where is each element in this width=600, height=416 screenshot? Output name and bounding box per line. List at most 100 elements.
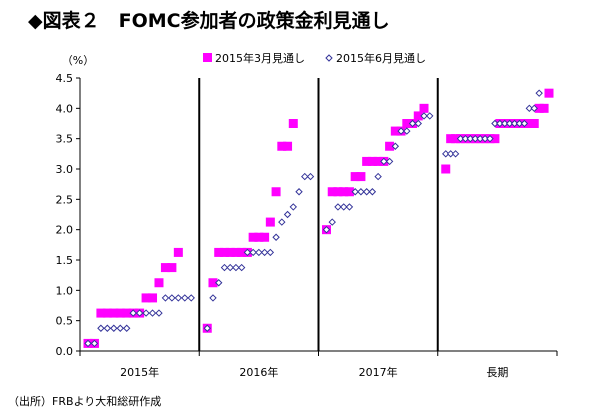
- june-forecast-diamond: [142, 309, 150, 317]
- march-forecast-square: [451, 134, 461, 144]
- june-forecast-diamond: [446, 150, 455, 158]
- march-forecast-square: [109, 308, 119, 318]
- june-forecast-diamond: [306, 172, 315, 181]
- legend-march-label: 2015年3月見通し: [215, 51, 305, 65]
- march-forecast-square: [160, 263, 170, 273]
- march-forecast-square: [362, 156, 372, 166]
- june-forecast-diamond: [255, 248, 263, 257]
- june-forecast-diamond: [380, 157, 388, 166]
- june-forecast-diamond: [442, 150, 450, 158]
- june-forecast-diamond: [237, 263, 246, 272]
- june-forecast-diamond: [135, 309, 144, 317]
- march-forecast-square: [385, 141, 395, 151]
- june-forecast-diamond: [420, 112, 428, 120]
- june-forecast-diamond: [520, 119, 529, 128]
- june-forecast-diamond: [525, 104, 534, 113]
- march-forecast-square: [544, 88, 554, 98]
- x-tick-label: 2017年: [359, 365, 398, 379]
- y-tick-label: 1.0: [56, 284, 74, 297]
- june-forecast-diamond: [155, 309, 163, 317]
- legend-june-label: 2015年6月見通し: [336, 51, 426, 65]
- x-tick-label: 2015年: [120, 365, 159, 379]
- june-forecast-diamond: [220, 263, 229, 272]
- march-forecast-square: [231, 247, 241, 257]
- june-forecast-diamond: [374, 172, 382, 181]
- june-forecast-diamond: [322, 225, 331, 234]
- y-tick-label: 3.0: [56, 163, 74, 176]
- x-tick-label: 2016年: [239, 365, 278, 379]
- june-forecast-diamond: [451, 150, 460, 158]
- y-tick-label: 1.5: [56, 254, 74, 267]
- legend-march-marker: [203, 53, 212, 62]
- march-forecast-square: [373, 156, 383, 166]
- june-forecast-diamond: [168, 294, 176, 302]
- source-note: （出所）FRBより大和総研作成: [8, 395, 162, 408]
- june-forecast-diamond: [345, 203, 354, 211]
- march-forecast-square: [248, 232, 258, 242]
- june-forecast-diamond: [90, 339, 99, 348]
- legend-june-marker: [325, 54, 333, 62]
- year-separators: [198, 78, 439, 351]
- march-forecast-square: [154, 278, 164, 288]
- march-forecast-square: [524, 119, 534, 128]
- june-forecast-diamond: [476, 134, 484, 143]
- march-forecast-square: [356, 172, 366, 182]
- june-forecast-diamond: [174, 294, 183, 302]
- june-forecast-diamond: [510, 119, 519, 128]
- june-forecast-diamond: [530, 104, 538, 113]
- june-forecast-diamond: [491, 119, 499, 128]
- june-forecast-diamond: [232, 263, 240, 272]
- june-forecast-diamond: [466, 134, 475, 143]
- june-forecast-diamond: [266, 248, 275, 257]
- march-forecast-square: [490, 134, 500, 144]
- june-forecast-diamond: [260, 248, 269, 257]
- june-forecast-diamond: [84, 339, 92, 348]
- data-markers: [83, 88, 554, 348]
- march-forecast-square: [446, 134, 456, 144]
- march-forecast-square: [237, 247, 247, 257]
- y-tick-label: 3.5: [56, 133, 74, 146]
- june-forecast-diamond: [496, 119, 504, 128]
- june-forecast-diamond: [289, 203, 297, 211]
- june-forecast-diamond: [456, 134, 465, 143]
- march-forecast-square: [327, 187, 337, 197]
- y-axis-unit: （%）: [62, 54, 94, 67]
- march-forecast-square: [254, 232, 264, 242]
- march-forecast-square: [534, 103, 544, 113]
- june-forecast-diamond: [357, 188, 365, 196]
- march-forecast-square: [167, 263, 177, 273]
- march-forecast-square: [115, 308, 125, 318]
- june-forecast-diamond: [414, 119, 422, 128]
- june-forecast-diamond: [203, 324, 211, 332]
- chart-title: ◆図表２ FOMC参加者の政策金利見通し: [28, 10, 390, 32]
- march-forecast-square: [529, 119, 539, 128]
- march-forecast-square: [344, 187, 354, 197]
- june-forecast-diamond: [226, 263, 234, 272]
- legend: 2015年3月見通し 2015年6月見通し: [203, 51, 426, 65]
- y-tick-label: 2.0: [56, 224, 74, 237]
- y-tick-label: 4.5: [56, 72, 74, 85]
- march-forecast-square: [339, 187, 349, 197]
- june-forecast-diamond: [129, 309, 137, 317]
- june-forecast-diamond: [334, 203, 342, 211]
- march-forecast-square: [419, 103, 429, 113]
- march-forecast-square: [208, 278, 218, 288]
- june-forecast-diamond: [148, 309, 157, 317]
- june-forecast-diamond: [295, 188, 303, 196]
- march-forecast-square: [141, 293, 151, 303]
- june-forecast-diamond: [408, 119, 417, 128]
- june-forecast-diamond: [486, 134, 494, 143]
- march-forecast-square: [102, 308, 112, 318]
- x-tick-label: 長期: [486, 366, 508, 379]
- june-forecast-diamond: [103, 324, 112, 332]
- june-forecast-diamond: [209, 294, 217, 302]
- march-forecast-square: [402, 119, 412, 128]
- march-forecast-square: [219, 247, 229, 257]
- march-forecast-square: [265, 217, 275, 227]
- march-forecast-square: [539, 103, 549, 113]
- june-forecast-diamond: [328, 218, 336, 226]
- y-tick-label: 0.5: [56, 315, 74, 328]
- june-forecast-diamond: [187, 294, 195, 302]
- june-forecast-diamond: [161, 294, 170, 302]
